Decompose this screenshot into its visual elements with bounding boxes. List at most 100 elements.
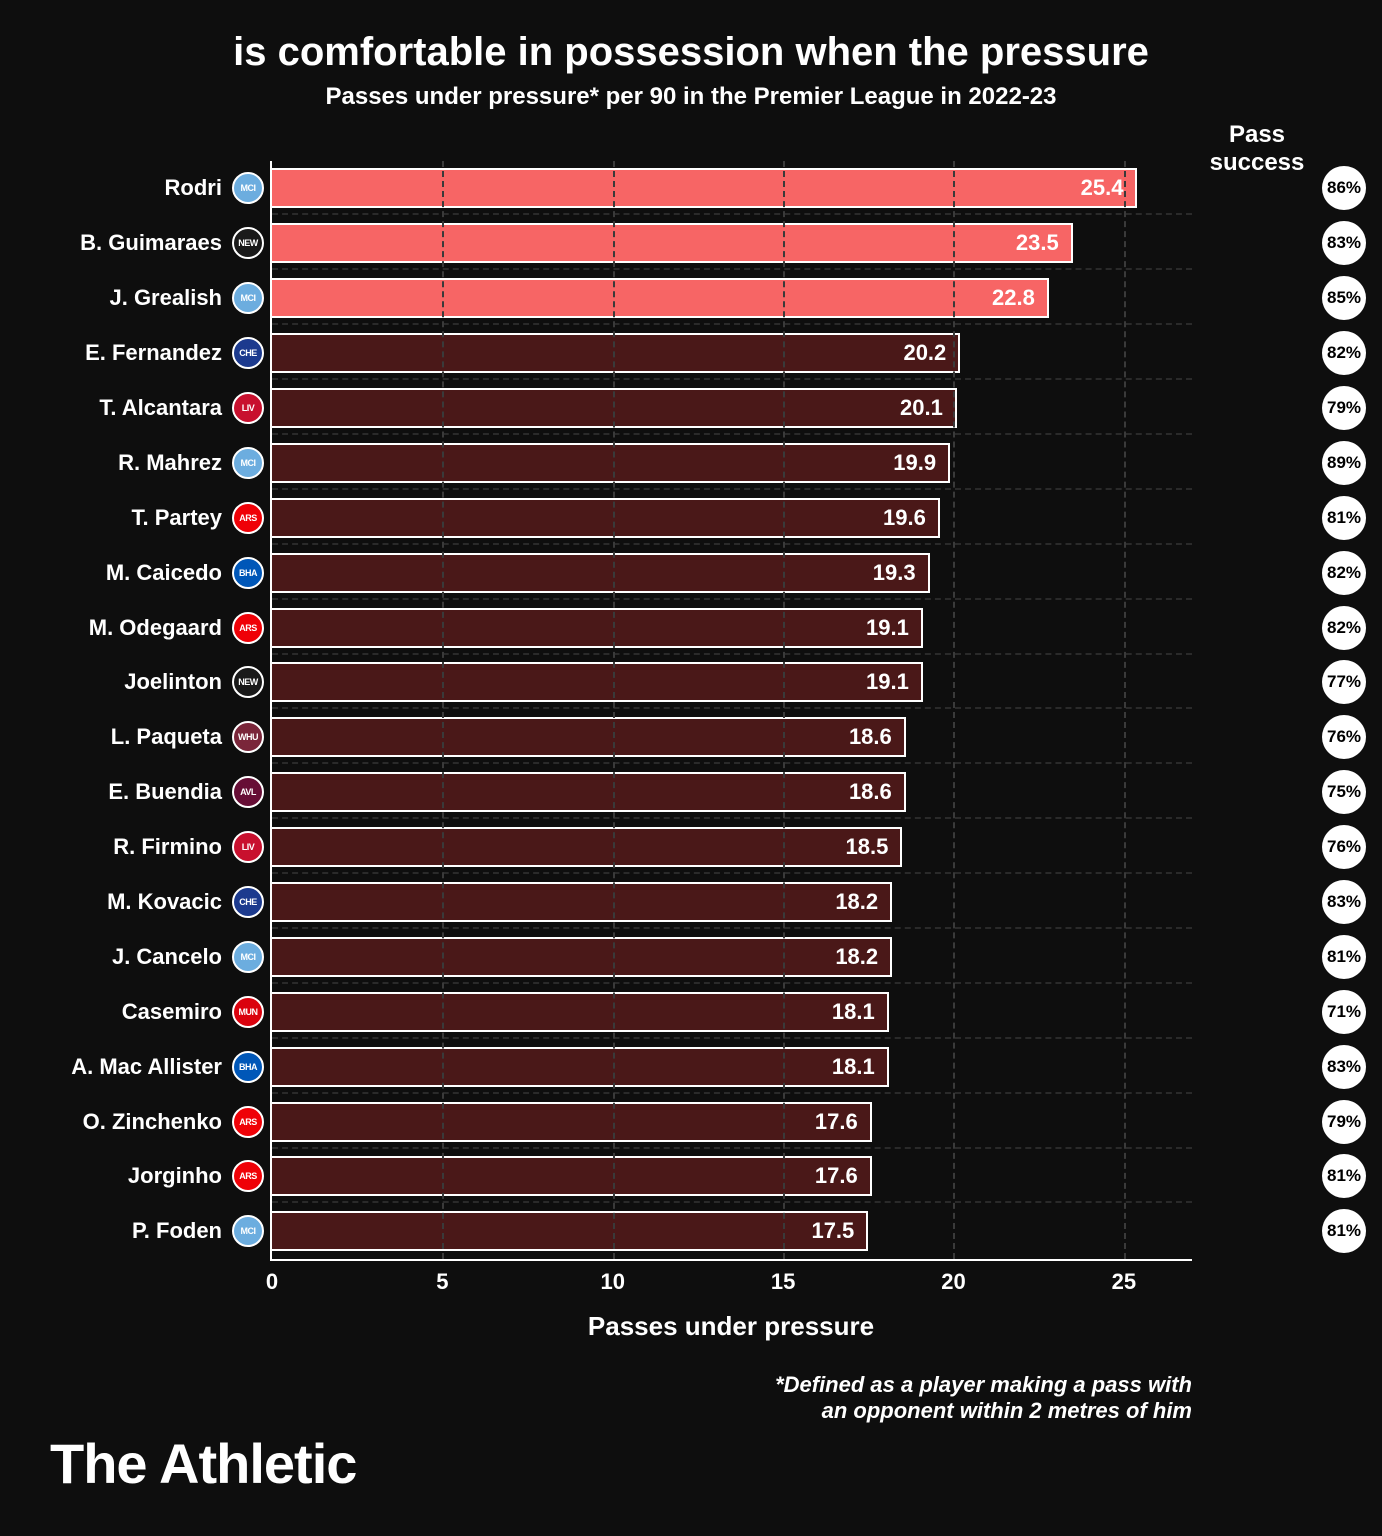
row-divider: [272, 378, 1192, 380]
footnote-line2: an opponent within 2 metres of him: [822, 1398, 1192, 1423]
player-name-label: Jorginho: [128, 1163, 222, 1189]
pct-wrap: 82%: [1192, 333, 1322, 373]
pct-wrap: 83%: [1192, 223, 1322, 263]
chart-row: J. GrealishMCI22.885%: [272, 278, 1192, 318]
pct-wrap: 82%: [1192, 608, 1322, 648]
row-divider: [272, 653, 1192, 655]
row-divider: [272, 213, 1192, 215]
club-badge-icon: MUN: [232, 996, 264, 1028]
chart-rows: RodriMCI25.486% B. GuimaraesNEW23.583% J. …: [272, 161, 1192, 1259]
pass-success-badge: 82%: [1322, 551, 1366, 595]
x-tick-label: 25: [1112, 1269, 1136, 1295]
pct-wrap: 89%: [1192, 443, 1322, 483]
player-name-label: P. Foden: [132, 1218, 222, 1244]
row-divider: [272, 598, 1192, 600]
row-divider: [272, 927, 1192, 929]
club-badge-icon: CHE: [232, 886, 264, 918]
x-tick-label: 5: [436, 1269, 448, 1295]
row-divider: [272, 872, 1192, 874]
data-bar: 18.5: [272, 827, 902, 867]
x-gridline: [1124, 161, 1126, 1259]
chart-title: is comfortable in possession when the pr…: [60, 30, 1322, 75]
data-bar: 25.4: [272, 168, 1137, 208]
club-badge-icon: WHU: [232, 721, 264, 753]
pct-wrap: 79%: [1192, 388, 1322, 428]
data-bar: 19.1: [272, 608, 923, 648]
chart-row: J. CanceloMCI18.281%: [272, 937, 1192, 977]
data-bar: 17.6: [272, 1156, 872, 1196]
x-tick-label: 20: [941, 1269, 965, 1295]
pass-success-badge: 83%: [1322, 1045, 1366, 1089]
player-name-label: O. Zinchenko: [83, 1109, 222, 1135]
pass-success-badge: 77%: [1322, 660, 1366, 704]
pct-wrap: 81%: [1192, 1156, 1322, 1196]
pct-wrap: 77%: [1192, 662, 1322, 702]
row-divider: [272, 1147, 1192, 1149]
player-name-label: E. Fernandez: [85, 340, 222, 366]
pct-wrap: 85%: [1192, 278, 1322, 318]
data-bar: 19.6: [272, 498, 940, 538]
club-badge-icon: LIV: [232, 392, 264, 424]
player-name-label: T. Alcantara: [99, 395, 222, 421]
player-name-label: Joelinton: [124, 669, 222, 695]
club-badge-icon: MCI: [232, 1215, 264, 1247]
chart-row: B. GuimaraesNEW23.583%: [272, 223, 1192, 263]
chart-subtitle: Passes under pressure* per 90 in the Pre…: [60, 83, 1322, 111]
chart-row: A. Mac AllisterBHA18.183%: [272, 1047, 1192, 1087]
pct-wrap: 81%: [1192, 1211, 1322, 1251]
player-name-label: M. Odegaard: [89, 615, 222, 641]
player-name-label: R. Firmino: [113, 834, 222, 860]
data-bar: 18.6: [272, 717, 906, 757]
pct-wrap: 76%: [1192, 827, 1322, 867]
chart-row: M. CaicedoBHA19.382%: [272, 553, 1192, 593]
chart-container: is comfortable in possession when the pr…: [0, 0, 1382, 1464]
chart-row: E. BuendiaAVL18.675%: [272, 772, 1192, 812]
row-divider: [272, 543, 1192, 545]
row-divider: [272, 323, 1192, 325]
pct-wrap: 86%: [1192, 168, 1322, 208]
data-bar: 19.9: [272, 443, 950, 483]
x-axis-label: Passes under pressure: [270, 1311, 1192, 1342]
club-badge-icon: ARS: [232, 502, 264, 534]
data-bar: 18.2: [272, 937, 892, 977]
chart-row: E. FernandezCHE20.282%: [272, 333, 1192, 373]
pct-wrap: 81%: [1192, 498, 1322, 538]
data-bar: 22.8: [272, 278, 1049, 318]
row-divider: [272, 433, 1192, 435]
player-name-label: Rodri: [165, 175, 222, 201]
pass-success-badge: 81%: [1322, 1154, 1366, 1198]
chart-row: RodriMCI25.486%: [272, 168, 1192, 208]
x-gridline: [613, 161, 615, 1259]
pass-success-badge: 76%: [1322, 825, 1366, 869]
pct-wrap: 76%: [1192, 717, 1322, 757]
player-name-label: M. Kovacic: [107, 889, 222, 915]
row-divider: [272, 1092, 1192, 1094]
data-bar: 18.1: [272, 992, 889, 1032]
pct-wrap: 75%: [1192, 772, 1322, 812]
data-bar: 19.1: [272, 662, 923, 702]
pass-success-badge: 85%: [1322, 276, 1366, 320]
club-badge-icon: NEW: [232, 666, 264, 698]
data-bar: 17.5: [272, 1211, 868, 1251]
chart-plot-area: RodriMCI25.486% B. GuimaraesNEW23.583% J. …: [270, 161, 1192, 1261]
club-badge-icon: ARS: [232, 1106, 264, 1138]
chart-row: M. OdegaardARS19.182%: [272, 608, 1192, 648]
player-name-label: B. Guimaraes: [80, 230, 222, 256]
chart-plot-wrap: Pass success RodriMCI25.486%B. Guimaraes…: [270, 161, 1192, 1424]
chart-row: JorginhoARS17.681%: [272, 1156, 1192, 1196]
club-badge-icon: MCI: [232, 447, 264, 479]
row-divider: [272, 1037, 1192, 1039]
player-name-label: J. Cancelo: [112, 944, 222, 970]
data-bar: 19.3: [272, 553, 930, 593]
club-badge-icon: BHA: [232, 557, 264, 589]
chart-row: R. FirminoLIV18.576%: [272, 827, 1192, 867]
pct-wrap: 83%: [1192, 1047, 1322, 1087]
player-name-label: L. Paqueta: [111, 724, 222, 750]
pass-success-badge: 81%: [1322, 496, 1366, 540]
pass-success-badge: 82%: [1322, 331, 1366, 375]
pass-success-badge: 81%: [1322, 1209, 1366, 1253]
club-badge-icon: MCI: [232, 282, 264, 314]
club-badge-icon: CHE: [232, 337, 264, 369]
row-divider: [272, 707, 1192, 709]
chart-row: O. ZinchenkoARS17.679%: [272, 1102, 1192, 1142]
